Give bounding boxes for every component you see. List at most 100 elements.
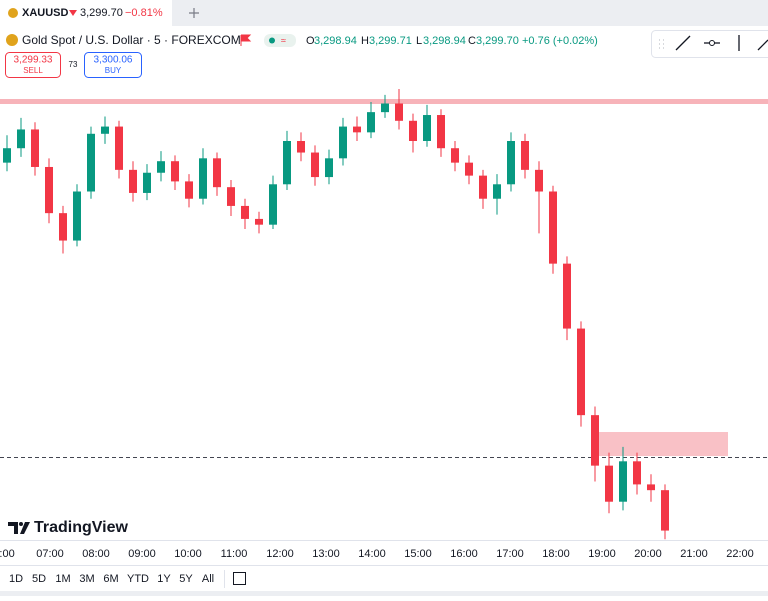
candle-body	[101, 127, 109, 134]
candle-body	[353, 127, 361, 133]
time-axis: 6:0007:0008:0009:0010:0011:0012:0013:001…	[0, 548, 754, 560]
candle-body	[493, 184, 501, 198]
x-tick-label: 15:00	[404, 548, 432, 560]
buy-label: BUY	[105, 66, 122, 75]
candle-body	[395, 103, 403, 120]
sell-label: SELL	[23, 66, 43, 75]
candle-body	[269, 184, 277, 224]
candle-body	[227, 187, 235, 206]
symbol-icon	[8, 8, 18, 18]
tool-point	[710, 41, 715, 46]
x-tick-label: 6:00	[0, 548, 15, 560]
x-tick-label: 17:00	[496, 548, 524, 560]
candle-body	[87, 134, 95, 192]
candle-body	[409, 121, 417, 141]
tab-change: −0.81%	[125, 7, 163, 19]
supply-zone	[592, 432, 728, 456]
candle-body	[465, 163, 473, 176]
sell-price: 3,299.33	[14, 55, 53, 66]
flag[interactable]	[241, 35, 250, 46]
candle-body	[339, 127, 347, 159]
candle-body	[367, 112, 375, 132]
candle-body	[563, 264, 571, 329]
x-tick-label: 14:00	[358, 548, 386, 560]
low-label: L	[416, 35, 422, 47]
spread: 73	[69, 60, 78, 69]
candle-body	[549, 192, 557, 264]
low-value: 3,298.94	[423, 35, 466, 47]
range-button[interactable]: 1M	[55, 573, 70, 585]
x-tick-label: 16:00	[450, 548, 478, 560]
candle-body	[577, 329, 585, 416]
x-tick-label: 19:00	[588, 548, 616, 560]
range-toolbar: 1D 5D 1M 3M 6M YTD 1Y 5Y All	[9, 573, 214, 585]
candle-body	[311, 153, 319, 178]
candle-body	[507, 141, 515, 184]
candle-body	[115, 127, 123, 170]
range-button[interactable]: 5Y	[179, 573, 193, 585]
candle-body	[479, 176, 487, 199]
candle-body	[297, 141, 305, 153]
symbol-title: Gold Spot / U.S. Dollar · 5 · FOREXCOM	[22, 33, 241, 47]
candle-body	[171, 161, 179, 181]
close-value: 3,299.70	[476, 35, 519, 47]
candle-body	[31, 129, 39, 167]
candle-body	[647, 484, 655, 490]
candle-body	[17, 129, 25, 148]
candle-body	[437, 115, 445, 148]
candle-body	[283, 141, 291, 184]
x-tick-label: 11:00	[221, 548, 248, 560]
candle-body	[185, 181, 193, 198]
tab-symbol: XAUUSD	[22, 7, 69, 19]
x-tick-label: 08:00	[82, 548, 110, 560]
candle-body	[45, 167, 53, 213]
date-range-button[interactable]	[234, 573, 246, 585]
x-tick-label: 10:00	[174, 548, 202, 560]
range-button[interactable]: 1Y	[157, 573, 171, 585]
range-button[interactable]: All	[202, 573, 214, 585]
watermark: TradingView	[34, 519, 129, 536]
x-tick-label: 22:00	[726, 548, 754, 560]
candle-body	[535, 170, 543, 192]
candle-body	[325, 158, 333, 177]
bottom-bar	[0, 591, 768, 596]
candle-body	[129, 170, 137, 193]
candle-body	[3, 148, 11, 162]
high-label: H	[361, 35, 369, 47]
candle-body	[633, 461, 641, 484]
candles	[3, 89, 669, 539]
range-button[interactable]: 5D	[32, 573, 46, 585]
range-button[interactable]: 1D	[9, 573, 23, 585]
tab-price: 3,299.70	[80, 7, 123, 19]
status	[264, 34, 296, 47]
x-tick-label: 18:00	[542, 548, 570, 560]
x-tick-label: 20:00	[634, 548, 662, 560]
candle-body	[381, 103, 389, 112]
x-tick-label: 13:00	[312, 548, 340, 560]
candle-body	[73, 192, 81, 241]
logo-dot	[19, 522, 23, 526]
x-tick-label: 21:00	[680, 548, 708, 560]
candle-body	[157, 161, 165, 173]
range-button[interactable]: YTD	[127, 573, 149, 585]
buy-price: 3,300.06	[94, 55, 133, 66]
resistance-line	[0, 99, 768, 104]
x-tick-label: 12:00	[266, 548, 294, 560]
candle-body	[213, 158, 221, 187]
high-value: 3,299.71	[369, 35, 412, 47]
range-button[interactable]: 3M	[79, 573, 94, 585]
x-tick-label: 09:00	[128, 548, 156, 560]
candle-body	[661, 490, 669, 530]
candle-body	[451, 148, 459, 162]
candle-body	[59, 213, 67, 240]
open-value: 3,298.94	[314, 35, 357, 47]
candle-body	[605, 466, 613, 502]
candle-body	[255, 219, 263, 225]
symbol-icon	[6, 34, 18, 46]
candle-body	[619, 461, 627, 501]
range-button[interactable]: 6M	[103, 573, 118, 585]
change-value: +0.76 (+0.02%)	[522, 35, 598, 47]
candle-body	[591, 415, 599, 466]
candle-body	[199, 158, 207, 198]
